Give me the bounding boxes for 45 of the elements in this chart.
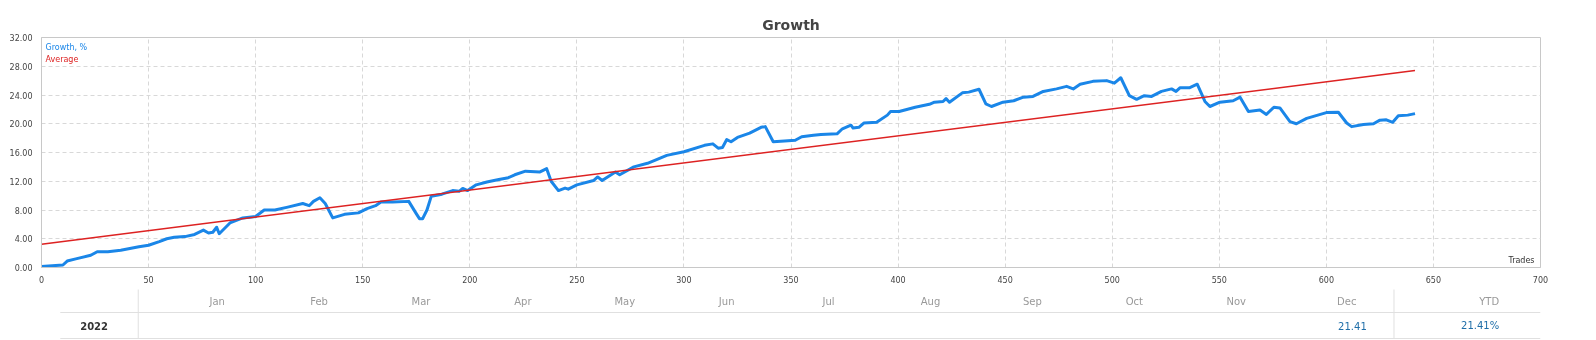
- y-tick-label: 8.00: [14, 206, 33, 216]
- x-tick-label: 300: [676, 275, 692, 285]
- text: Jan: [208, 296, 225, 307]
- x-tick-label: 100: [248, 275, 264, 285]
- x-tick-label: 400: [890, 275, 906, 285]
- x-tick-label: 450: [997, 275, 1013, 285]
- text: Feb: [310, 296, 328, 307]
- x-tick-label: 650: [1425, 275, 1442, 285]
- text: YTD: [1478, 296, 1500, 307]
- text: Nov: [1226, 296, 1247, 307]
- text: Aug: [920, 296, 941, 307]
- text: Growth, %: [45, 42, 88, 52]
- y-tick-label: 0.00: [14, 264, 33, 273]
- text: May: [614, 296, 636, 307]
- text: Sep: [1022, 296, 1042, 307]
- x-tick-label: 550: [1211, 275, 1227, 285]
- x-tick-label: 50: [143, 275, 154, 285]
- y-tick-label: 32.00: [9, 34, 33, 43]
- text: Dec: [1337, 296, 1357, 307]
- x-tick-label: 500: [1104, 275, 1120, 285]
- x-tick-label: 350: [783, 275, 799, 285]
- x-tick-label: 0: [38, 275, 45, 285]
- text: Average: [45, 54, 79, 64]
- text: 2022: [80, 320, 109, 332]
- x-axis-title: Trades: [1507, 255, 1535, 265]
- text: 21.41: [1338, 320, 1367, 332]
- y-tick-label: 20.00: [9, 120, 33, 130]
- line-series: [41, 76, 1417, 268]
- y-tick-label: 4.00: [14, 235, 33, 245]
- y-tick-label: 16.00: [9, 149, 33, 158]
- chart-title: Growth: [762, 16, 820, 33]
- text: Jul: [821, 296, 835, 307]
- x-tick-label: 200: [462, 275, 478, 285]
- text: Oct: [1125, 296, 1144, 307]
- text: Jun: [717, 296, 735, 307]
- x-tick-label: 250: [569, 275, 585, 285]
- x-tick-label: 150: [355, 275, 371, 285]
- y-tick-label: 24.00: [9, 91, 33, 101]
- text: Mar: [411, 296, 432, 307]
- x-tick-label: 600: [1318, 275, 1334, 285]
- y-tick-label: 28.00: [9, 62, 33, 72]
- x-tick-label: 700: [1532, 275, 1549, 285]
- y-tick-label: 12.00: [9, 177, 33, 187]
- text: Apr: [514, 296, 533, 307]
- text: 21.41%: [1461, 320, 1500, 331]
